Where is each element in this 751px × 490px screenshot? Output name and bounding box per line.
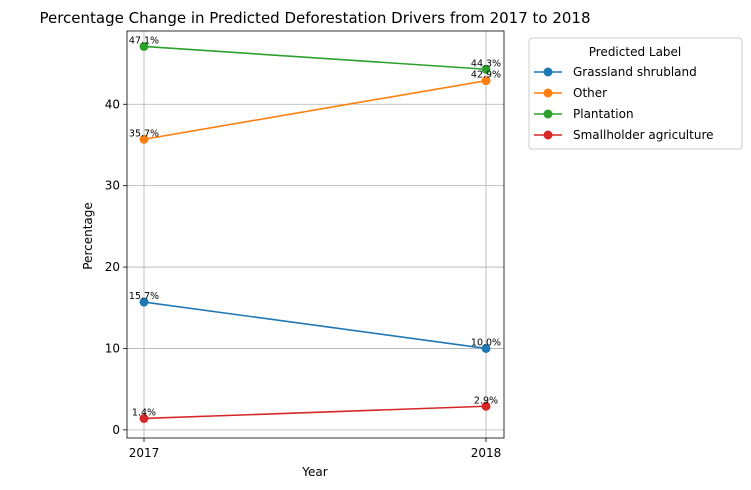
legend-label-plantation: Plantation: [573, 107, 634, 121]
legend-label-grassland-shrubland: Grassland shrubland: [573, 65, 697, 79]
data-label-other: 35.7%: [129, 128, 159, 139]
data-label-grassland-shrubland: 15.7%: [129, 291, 159, 302]
y-tick-label: 10: [105, 341, 120, 355]
chart-title: Percentage Change in Predicted Deforesta…: [39, 9, 590, 27]
data-point-grassland-shrubland: [139, 297, 149, 307]
data-point-other: [139, 134, 149, 144]
series-line-smallholder-agriculture: [143, 405, 487, 420]
data-label-plantation: 44.3%: [471, 58, 501, 69]
y-axis: 0 10 20 30 40: [105, 97, 127, 437]
x-tick-label: 2017: [129, 446, 160, 460]
data-label-smallholder-agriculture: 1.4%: [132, 407, 156, 418]
legend-label-other: Other: [573, 86, 607, 100]
data-point-other: [481, 76, 491, 86]
data-label-grassland-shrubland: 10.0%: [471, 337, 501, 348]
data-point-smallholder-agriculture: [481, 401, 491, 411]
data-point-plantation: [139, 41, 149, 51]
data-label-plantation: 47.1%: [129, 35, 159, 46]
series-line-grassland-shrubland: [143, 301, 487, 350]
y-tick-label: 20: [105, 260, 120, 274]
data-point-smallholder-agriculture: [139, 413, 149, 423]
legend-marker-plantation: [543, 109, 553, 119]
grid: [127, 31, 504, 438]
plot-frame: [126, 30, 505, 439]
series-line-plantation: [143, 45, 487, 71]
data-label-smallholder-agriculture: 2.9%: [474, 395, 498, 406]
data-point-plantation: [481, 64, 491, 74]
data-labels: 15.7% 10.0% 35.7% 42.9% 47.1% 44.3% 1.4% 2.9%: [129, 35, 501, 418]
legend-title: Predicted Label: [589, 45, 682, 59]
legend-frame: [528, 37, 743, 150]
y-tick-label: 40: [105, 97, 120, 111]
data-point-grassland-shrubland: [481, 343, 491, 353]
series-lines: [139, 41, 491, 423]
legend-label-smallholder-agriculture: Smallholder agriculture: [573, 128, 714, 142]
data-label-other: 42.9%: [471, 70, 501, 81]
series-line-other: [143, 79, 487, 141]
x-axis-label: Year: [301, 465, 327, 479]
legend-marker-grassland-shrubland: [543, 67, 553, 77]
x-axis: 2017 2018: [129, 438, 502, 460]
y-tick-label: 30: [105, 179, 120, 193]
legend-marker-smallholder-agriculture: [543, 130, 553, 140]
legend: Predicted Label Grassland shrubland Other…: [528, 37, 743, 150]
legend-marker-other: [543, 88, 553, 98]
y-axis-label: Percentage: [81, 202, 95, 270]
x-tick-label: 2018: [471, 446, 502, 460]
y-tick-label: 0: [112, 423, 120, 437]
